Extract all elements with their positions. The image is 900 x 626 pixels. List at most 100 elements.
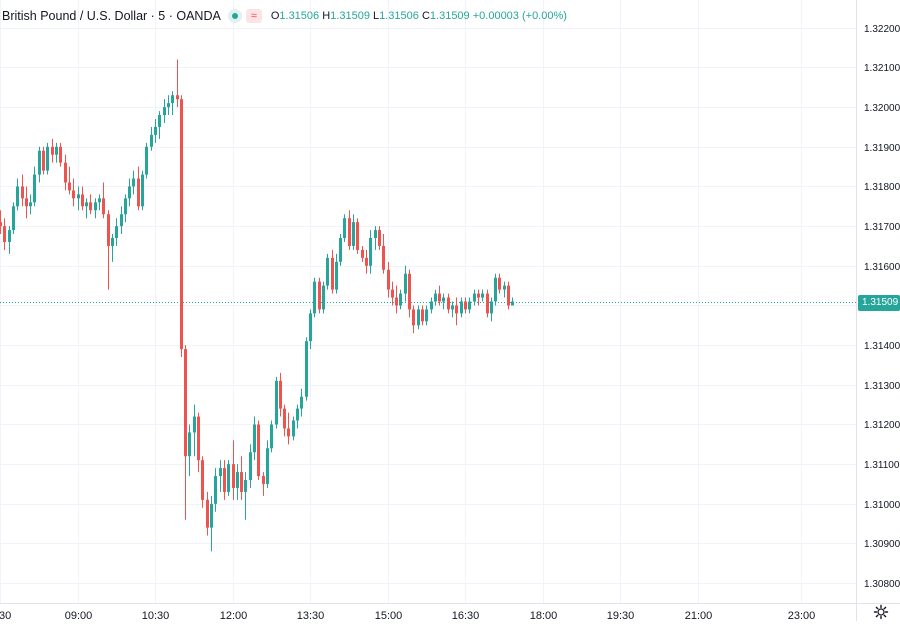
- candle[interactable]: [0, 210, 2, 234]
- candle[interactable]: [305, 337, 308, 400]
- candle[interactable]: [232, 440, 235, 500]
- candle[interactable]: [425, 305, 428, 325]
- candle[interactable]: [3, 218, 6, 250]
- price-axis[interactable]: 1.308001.309001.310001.311001.312001.313…: [857, 0, 900, 621]
- candle[interactable]: [262, 472, 265, 496]
- candle[interactable]: [33, 167, 36, 207]
- candle[interactable]: [417, 305, 420, 329]
- candle[interactable]: [391, 282, 394, 306]
- candle[interactable]: [171, 91, 174, 115]
- candle[interactable]: [442, 294, 445, 310]
- candle[interactable]: [395, 286, 398, 314]
- candle[interactable]: [223, 460, 226, 500]
- candle[interactable]: [313, 278, 316, 318]
- candle[interactable]: [214, 468, 217, 512]
- candle[interactable]: [115, 218, 118, 246]
- candle[interactable]: [399, 290, 402, 310]
- candle[interactable]: [137, 167, 140, 211]
- candle[interactable]: [42, 147, 45, 175]
- candle[interactable]: [412, 305, 415, 333]
- candle[interactable]: [94, 198, 97, 218]
- candle[interactable]: [447, 294, 450, 314]
- candle[interactable]: [111, 234, 114, 262]
- candle[interactable]: [361, 246, 364, 262]
- compare-icon[interactable]: ≈: [246, 9, 262, 23]
- candle[interactable]: [473, 290, 476, 306]
- candle[interactable]: [154, 119, 157, 143]
- candle[interactable]: [77, 186, 80, 210]
- candle[interactable]: [382, 234, 385, 274]
- candle[interactable]: [257, 421, 260, 481]
- candle[interactable]: [348, 210, 351, 250]
- candle[interactable]: [339, 234, 342, 266]
- candle[interactable]: [120, 206, 123, 234]
- candle[interactable]: [124, 194, 127, 222]
- candle[interactable]: [507, 282, 510, 310]
- candle[interactable]: [365, 250, 368, 274]
- candle[interactable]: [404, 266, 407, 302]
- candle[interactable]: [249, 444, 252, 488]
- candle[interactable]: [188, 424, 191, 476]
- candle[interactable]: [64, 155, 67, 191]
- candle[interactable]: [102, 182, 105, 218]
- candle[interactable]: [477, 290, 480, 306]
- candle[interactable]: [68, 167, 71, 195]
- candle[interactable]: [356, 218, 359, 254]
- candle[interactable]: [408, 270, 411, 318]
- candle[interactable]: [184, 345, 187, 520]
- candle[interactable]: [322, 282, 325, 314]
- candle[interactable]: [331, 250, 334, 294]
- candle[interactable]: [25, 186, 28, 218]
- candle[interactable]: [275, 377, 278, 429]
- candle[interactable]: [468, 298, 471, 314]
- candle[interactable]: [253, 417, 256, 461]
- candle[interactable]: [89, 194, 92, 214]
- candle[interactable]: [21, 175, 24, 207]
- candle[interactable]: [430, 298, 433, 314]
- candle[interactable]: [180, 95, 183, 357]
- candle[interactable]: [464, 298, 467, 314]
- candle[interactable]: [128, 179, 131, 207]
- candle[interactable]: [29, 194, 32, 214]
- candle[interactable]: [318, 278, 321, 314]
- candle[interactable]: [494, 274, 497, 306]
- candle[interactable]: [287, 413, 290, 445]
- candle[interactable]: [498, 274, 501, 294]
- candle[interactable]: [132, 171, 135, 195]
- candle[interactable]: [434, 290, 437, 306]
- candle[interactable]: [378, 226, 381, 250]
- candle[interactable]: [206, 492, 209, 536]
- candle[interactable]: [227, 460, 230, 496]
- candle[interactable]: [300, 389, 303, 417]
- candle[interactable]: [374, 226, 377, 250]
- candle[interactable]: [486, 290, 489, 318]
- candle[interactable]: [421, 305, 424, 325]
- candle[interactable]: [292, 417, 295, 441]
- gear-icon[interactable]: [873, 604, 889, 620]
- candle[interactable]: [326, 254, 329, 290]
- candle[interactable]: [266, 440, 269, 488]
- candle[interactable]: [107, 210, 110, 289]
- candle[interactable]: [283, 405, 286, 437]
- candle[interactable]: [387, 262, 390, 298]
- candle[interactable]: [236, 464, 239, 500]
- candle[interactable]: [343, 214, 346, 242]
- candle[interactable]: [511, 298, 514, 306]
- candle[interactable]: [176, 60, 179, 108]
- candle[interactable]: [244, 472, 247, 520]
- candle[interactable]: [145, 143, 148, 179]
- candle[interactable]: [503, 282, 506, 298]
- candle[interactable]: [72, 179, 75, 207]
- candle[interactable]: [201, 456, 204, 508]
- candle[interactable]: [46, 143, 49, 175]
- candle[interactable]: [8, 226, 11, 254]
- candle[interactable]: [12, 202, 15, 234]
- candle[interactable]: [163, 99, 166, 123]
- candle[interactable]: [270, 421, 273, 453]
- candle[interactable]: [38, 147, 41, 183]
- candle[interactable]: [309, 309, 312, 349]
- candle[interactable]: [352, 214, 355, 250]
- candle[interactable]: [451, 302, 454, 318]
- candle[interactable]: [59, 143, 62, 167]
